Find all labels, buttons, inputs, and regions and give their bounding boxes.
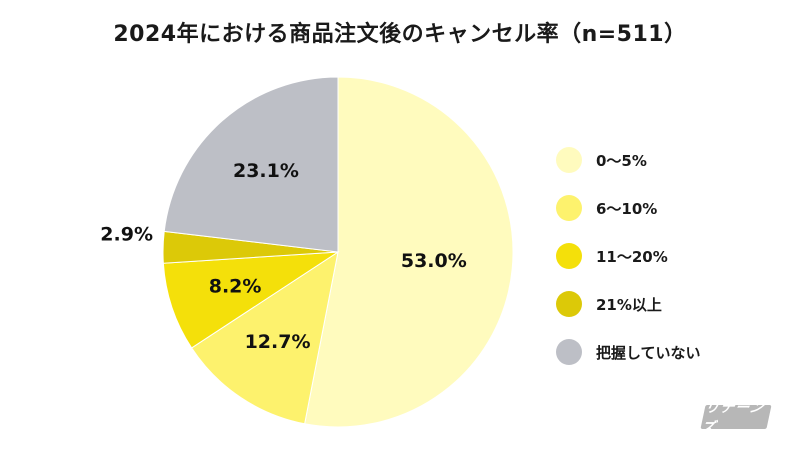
legend-label: 0〜5% xyxy=(596,151,647,170)
legend-item-6-10: 6〜10% xyxy=(556,184,701,232)
legend-item-11-20: 11〜20% xyxy=(556,232,701,280)
legend: 0〜5% 6〜10% 11〜20% 21%以上 把握していない xyxy=(556,136,701,376)
pie-slice xyxy=(304,76,514,428)
slice-value-label: 23.1% xyxy=(233,160,299,182)
pie-slice xyxy=(190,250,339,425)
brand-logo-text: リテーンズ xyxy=(698,400,766,436)
legend-label: 11〜20% xyxy=(596,247,668,266)
legend-label: 把握していない xyxy=(596,343,701,362)
pie-slice xyxy=(163,76,339,253)
brand-logo: リテーンズ xyxy=(699,400,772,436)
legend-item-21-plus: 21%以上 xyxy=(556,280,701,328)
legend-label: 6〜10% xyxy=(596,199,658,218)
legend-swatch xyxy=(556,291,582,317)
chart-title: 2024年における商品注文後のキャンセル率（n=511） xyxy=(113,22,687,47)
legend-swatch xyxy=(556,243,582,269)
slice-value-label: 2.9% xyxy=(100,224,153,246)
slice-value-label: 8.2% xyxy=(209,275,262,297)
slice-value-label: 12.7% xyxy=(245,331,311,353)
legend-label: 21%以上 xyxy=(596,295,662,314)
legend-swatch xyxy=(556,195,582,221)
legend-swatch xyxy=(556,339,582,365)
legend-swatch xyxy=(556,147,582,173)
legend-item-unknown: 把握していない xyxy=(556,328,701,376)
slice-value-label: 53.0% xyxy=(401,250,467,272)
legend-item-0-5: 0〜5% xyxy=(556,136,701,184)
pie-slice xyxy=(162,251,340,349)
